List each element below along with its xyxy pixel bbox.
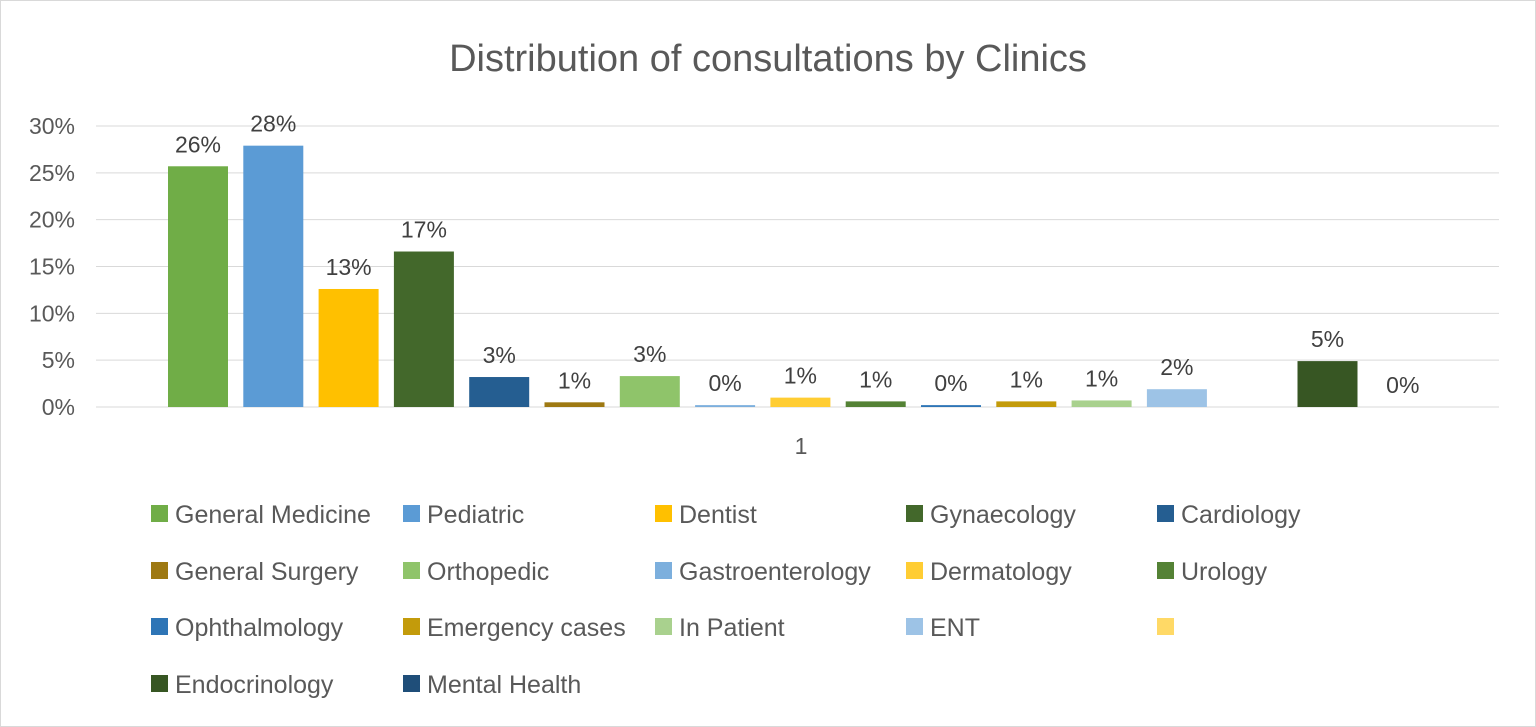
legend-swatch [906,618,923,635]
legend-swatch [403,675,420,692]
data-label: 3% [633,341,666,367]
data-label: 3% [483,342,516,368]
bars [168,145,1358,408]
bar [996,401,1057,407]
bar [544,402,605,407]
legend-swatch [403,618,420,635]
data-label: 17% [401,217,447,243]
legend-swatch [906,505,923,522]
legend-swatch [1157,618,1174,635]
legend-label: General Medicine [175,501,371,529]
legend-swatch [906,562,923,579]
bar [469,377,530,407]
data-label: 26% [175,131,221,157]
legend-swatch [403,505,420,522]
data-label: 13% [326,254,372,280]
bar [619,376,680,407]
legend-label: Endocrinology [175,671,334,699]
legend-swatch [151,675,168,692]
legend-label: Emergency cases [427,614,626,642]
bar [845,401,906,407]
legend-label: General Surgery [175,558,359,586]
bar [243,145,304,408]
bar [770,397,831,407]
legend-label: Gastroenterology [679,558,871,586]
bar [168,166,228,407]
bar [393,251,454,407]
legend: General Medicine Pediatric Dentist Gynaecol… [151,501,1301,699]
bar [1146,389,1207,407]
legend-label: Pediatric [427,501,524,529]
y-tick-label: 0% [42,394,75,420]
data-label: 1% [1085,365,1118,391]
legend-swatch [655,562,672,579]
legend-label: Mental Health [427,671,581,699]
legend-swatch [655,618,672,635]
legend-label: In Patient [679,614,785,642]
y-tick-label: 15% [29,254,75,280]
bar [695,405,756,407]
legend-label: Dermatology [930,558,1072,586]
legend-label: Ophthalmology [175,614,344,642]
chart-title: Distribution of consultations by Clinics [449,38,1087,80]
legend-swatch [655,505,672,522]
data-label: 1% [859,366,892,392]
bar [1071,400,1132,407]
legend-label: Orthopedic [427,558,549,586]
legend-label: ENT [930,614,980,642]
y-tick-label: 5% [42,347,75,373]
data-label: 5% [1311,326,1344,352]
legend-swatch [403,562,420,579]
y-tick-label: 30% [29,113,75,139]
data-label: 1% [784,363,817,389]
bar [1297,361,1358,407]
legend-swatch [151,562,168,579]
data-label: 1% [1010,366,1043,392]
y-tick-label: 25% [29,160,75,186]
y-tick-label: 20% [29,207,75,233]
data-label: 0% [708,370,741,396]
y-axis-ticks: 0% 5% 10% 15% 20% 25% 30% [29,113,75,420]
legend-label: Urology [1181,558,1268,586]
legend-swatch [151,505,168,522]
data-labels: 26% 28% 13% 17% 3% 1% 3% 0% 1% 1% 0% 1% 1% 2% 5% 0% [175,111,1419,398]
legend-swatch [1157,505,1174,522]
y-tick-label: 10% [29,300,75,326]
data-label: 2% [1160,354,1193,380]
legend-swatch [151,618,168,635]
legend-swatch [1157,562,1174,579]
data-label: 28% [250,111,296,137]
data-label: 0% [934,370,967,396]
legend-label: Dentist [679,501,757,529]
data-label: 0% [1386,372,1419,398]
legend-label: Cardiology [1181,501,1301,529]
data-label: 1% [558,367,591,393]
bar [318,288,379,407]
x-category-label: 1 [795,433,808,459]
bar [921,405,981,407]
legend-label: Gynaecology [930,501,1076,529]
